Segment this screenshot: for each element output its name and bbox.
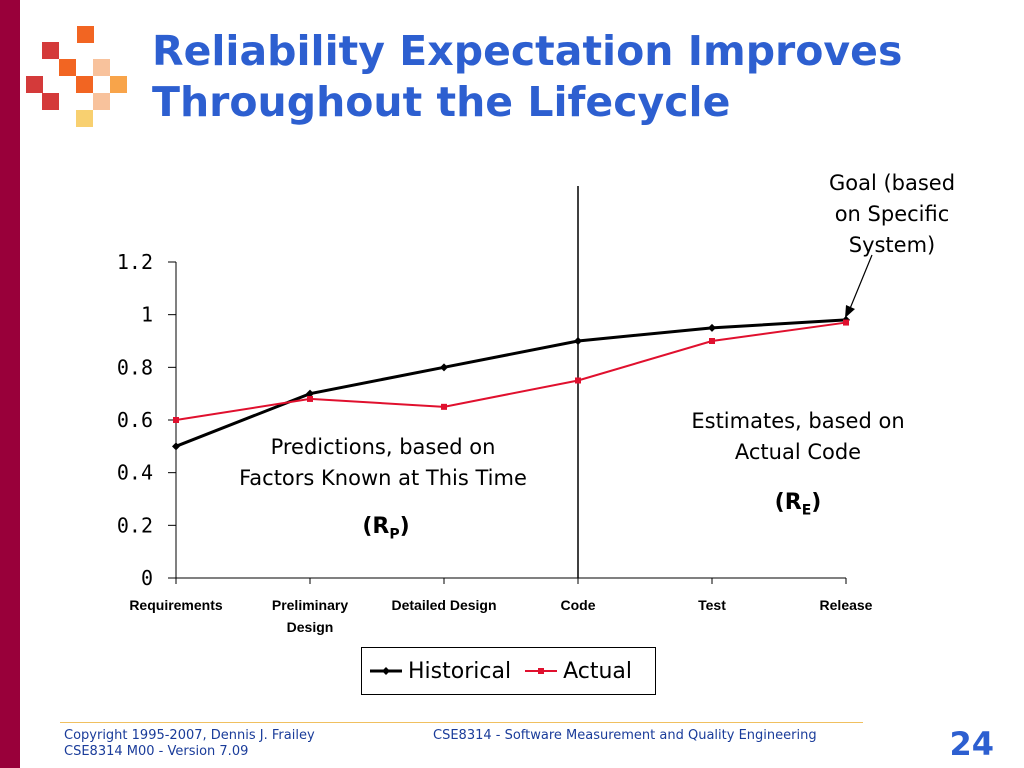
data-point-historical xyxy=(440,363,448,372)
data-point-actual xyxy=(843,319,849,326)
predictions-annotation-line: Factors Known at This Time xyxy=(239,466,527,490)
y-tick-label: 1 xyxy=(141,303,153,327)
y-tick-label: 0.8 xyxy=(117,355,153,379)
x-tick-label: Requirements xyxy=(129,597,223,613)
goal-arrow-head xyxy=(845,305,855,318)
legend-item-actual: Actual xyxy=(525,659,632,684)
slide-title-line: Reliability Expectation Improves xyxy=(152,27,903,75)
footer-divider xyxy=(60,722,863,723)
data-point-actual xyxy=(173,417,179,423)
data-point-historical xyxy=(306,389,314,398)
goal-arrow-line xyxy=(848,254,873,312)
page-number: 24 xyxy=(949,725,994,763)
side-bar xyxy=(0,0,20,768)
predictions-symbol: (RP) xyxy=(362,514,410,543)
data-point-historical xyxy=(172,442,180,451)
legend-label-actual: Actual xyxy=(563,658,632,684)
x-tick-label: Preliminary xyxy=(272,597,348,613)
estimates-symbol: (RE) xyxy=(774,490,822,519)
slide-title-line: Throughout the Lifecycle xyxy=(152,78,731,126)
estimates-annotation-line: Estimates, based on xyxy=(691,409,905,433)
footer-version-line: CSE8314 M00 - Version 7.09 xyxy=(64,744,249,759)
predictions-annotation: Predictions, based on Factors Known at T… xyxy=(196,432,570,494)
y-tick-label: 0.4 xyxy=(117,461,153,485)
data-point-historical xyxy=(574,337,582,345)
data-point-actual xyxy=(709,338,715,344)
goal-annotation-line: Goal (based xyxy=(828,171,956,195)
predictions-symbol-letter: R xyxy=(372,514,390,539)
y-tick-label: 1.2 xyxy=(117,250,153,274)
decorative-logo xyxy=(26,26,127,127)
data-point-actual xyxy=(307,395,313,402)
footer-copyright: Copyright 1995-2007, Dennis J. Frailey C… xyxy=(64,728,315,760)
predictions-annotation-line: Predictions, based on xyxy=(270,435,496,459)
estimates-symbol-subscript: E xyxy=(801,502,812,519)
footer-course: CSE8314 - Software Measurement and Quali… xyxy=(433,728,817,743)
series-line-actual xyxy=(175,321,847,421)
x-tick-label: Design xyxy=(287,619,334,635)
data-point-historical xyxy=(708,323,716,332)
estimates-symbol-letter: R xyxy=(784,490,802,515)
legend-swatch-historical xyxy=(370,667,402,675)
footer-copyright-line: Copyright 1995-2007, Dennis J. Frailey xyxy=(64,728,315,743)
x-tick-label: Release xyxy=(820,597,873,613)
legend-item-historical: Historical xyxy=(370,659,511,684)
chart-legend: Historical Actual xyxy=(361,647,656,695)
x-tick-label: Test xyxy=(698,597,726,613)
y-tick-label: 0.2 xyxy=(117,513,153,537)
goal-annotation: Goal (based on Specific System) xyxy=(792,168,992,261)
slide-title: Reliability Expectation Improves Through… xyxy=(152,26,1012,128)
estimates-annotation: Estimates, based on Actual Code xyxy=(648,406,948,468)
data-point-actual xyxy=(441,403,447,410)
goal-annotation-line: System) xyxy=(848,233,936,257)
predictions-symbol-subscript: P xyxy=(389,526,400,543)
y-tick-label: 0 xyxy=(141,566,153,590)
data-point-actual xyxy=(575,377,581,384)
legend-label-historical: Historical xyxy=(408,658,512,684)
x-tick-label: Detailed Design xyxy=(391,597,496,613)
y-tick-label: 0.6 xyxy=(117,408,153,432)
legend-swatch-actual xyxy=(525,668,558,674)
x-tick-label: Code xyxy=(561,597,596,613)
estimates-annotation-line: Actual Code xyxy=(734,440,862,464)
goal-annotation-line: on Specific xyxy=(834,202,950,226)
